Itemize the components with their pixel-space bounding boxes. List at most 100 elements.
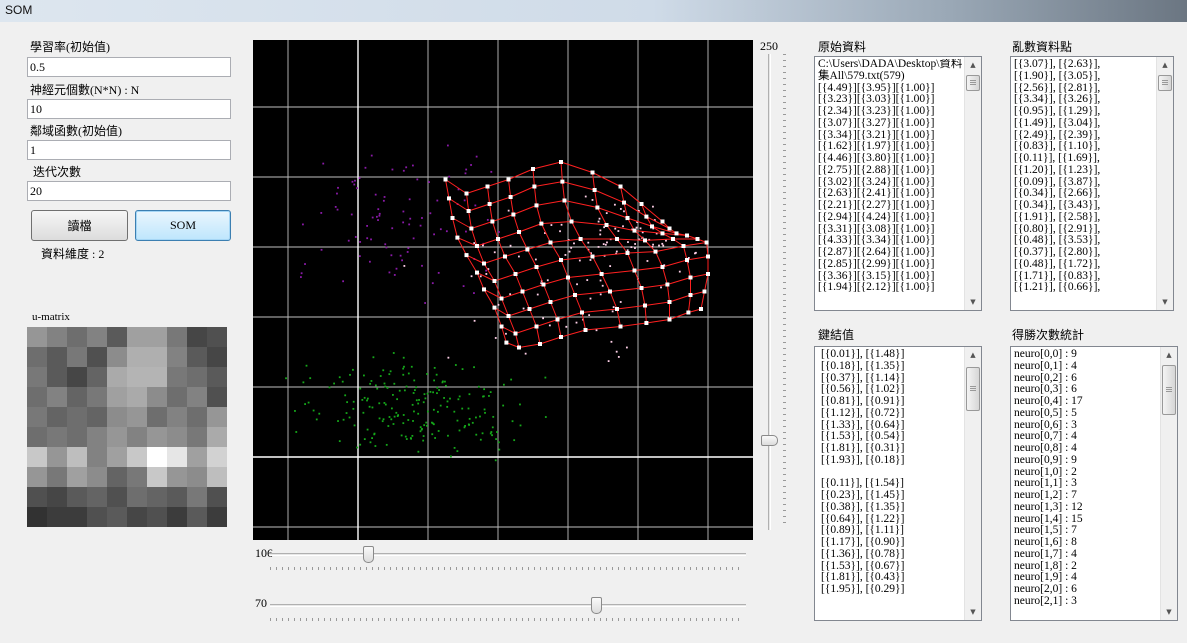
iterations-input[interactable] (27, 181, 231, 201)
list-item[interactable]: [{2.21}][{2.27}][{1.00}] (818, 199, 935, 211)
scroll-up-icon[interactable]: ▲ (970, 61, 976, 69)
list-item[interactable]: [{1.94}][{2.12}][{1.00}] (818, 281, 935, 294)
list-item[interactable]: [{1.33}], [{0.64}] (821, 418, 905, 431)
list-item[interactable]: [{2.94}][{4.24}][{1.00}] (818, 210, 935, 223)
list-item[interactable]: neuro[1,4] : 15 (1014, 512, 1083, 525)
list-item[interactable]: [{1.53}], [{0.54}] (821, 430, 905, 443)
list-item[interactable]: neuro[2,0] : 6 (1014, 583, 1077, 595)
list-item[interactable]: neuro[2,1] : 3 (1014, 594, 1077, 607)
list-item[interactable]: [{1.62}][{1.97}][{1.00}] (818, 140, 935, 153)
scroll-down-icon[interactable]: ▼ (970, 298, 976, 306)
horizontal-slider-1[interactable] (270, 544, 746, 566)
scroll-down-icon[interactable]: ▼ (1166, 608, 1172, 616)
list-item[interactable]: [{1.71}], [{0.83}], (1014, 269, 1101, 282)
list-item[interactable]: [{3.07}][{3.27}][{1.00}] (818, 116, 935, 129)
list-item[interactable]: C:\Users\DADA\Desktop\資料 (818, 59, 963, 70)
list-item[interactable]: neuro[1,2] : 7 (1014, 489, 1077, 501)
list-item[interactable]: neuro[0,2] : 6 (1014, 371, 1077, 384)
weights-list[interactable]: [{0.01}], [{1.48}] [{0.18}], [{1.35}] [{0.… (814, 346, 982, 621)
list-item[interactable]: [{3.07}], [{2.63}], (1014, 59, 1101, 70)
list-item[interactable]: [{0.95}], [{1.29}], (1014, 105, 1101, 117)
list-item[interactable]: [{2.63}][{2.41}][{1.00}] (818, 187, 935, 200)
learning-rate-input[interactable] (27, 57, 231, 77)
list-item[interactable]: [{2.87}][{2.64}][{1.00}] (818, 246, 935, 258)
weights-scroll-thumb[interactable] (966, 367, 980, 411)
shuffled-data-scroll-thumb[interactable] (1158, 75, 1172, 91)
shuffled-data-scrollbar[interactable]: ▲ ▼ (1156, 57, 1173, 310)
list-item[interactable]: [{0.01}], [{1.48}] (821, 349, 905, 360)
list-item[interactable]: [{3.31}][{3.08}][{1.00}] (818, 222, 935, 235)
vertical-slider-thumb[interactable] (761, 435, 778, 447)
list-item[interactable]: [{0.48}], [{3.53}], (1014, 234, 1101, 247)
list-item[interactable]: neuro[1,6] : 8 (1014, 536, 1077, 548)
list-item[interactable]: [{4.33}][{3.34}][{1.00}] (818, 234, 935, 247)
list-item[interactable]: [{1.17}], [{0.90}] (821, 536, 905, 548)
list-item[interactable]: [{1.95}], [{0.29}] (821, 583, 905, 595)
shuffled-data-list[interactable]: [{3.07}], [{2.63}], [{1.90}], [{3.05}],[{… (1010, 56, 1174, 311)
list-item[interactable]: neuro[0,4] : 17 (1014, 395, 1083, 407)
list-item[interactable]: neuro[0,6] : 3 (1014, 418, 1077, 431)
list-item[interactable]: [{2.85}][{2.99}][{1.00}] (818, 257, 935, 270)
list-item[interactable]: neuro[1,3] : 12 (1014, 500, 1083, 513)
list-item[interactable]: [{3.34}][{3.21}][{1.00}] (818, 128, 935, 141)
list-item[interactable]: [{2.34}][{3.23}][{1.00}] (818, 105, 935, 117)
list-item[interactable]: [{0.11}], [{1.54}] (821, 477, 904, 490)
raw-data-scrollbar[interactable]: ▲ ▼ (964, 57, 981, 310)
list-item[interactable]: [{1.20}], [{1.23}], (1014, 163, 1101, 176)
list-item[interactable]: [{1.81}], [{0.31}] (821, 442, 905, 454)
list-item[interactable]: [{1.90}], [{3.05}], (1014, 69, 1101, 82)
list-item[interactable]: neuro[1,8] : 2 (1014, 559, 1077, 572)
list-item[interactable]: [{1.93}], [{0.18}] (821, 453, 905, 466)
list-item[interactable]: neuro[0,5] : 5 (1014, 406, 1077, 419)
scroll-up-icon[interactable]: ▲ (1162, 61, 1168, 69)
weights-scrollbar[interactable]: ▲ ▼ (964, 347, 981, 620)
neuron-count-input[interactable] (27, 99, 231, 119)
list-item[interactable]: neuro[1,7] : 4 (1014, 547, 1077, 560)
list-item[interactable]: neuro[0,3] : 6 (1014, 383, 1077, 396)
list-item[interactable]: [{0.34}], [{2.66}], (1014, 187, 1101, 200)
list-item[interactable]: [{4.49}][{3.95}][{1.00}] (818, 81, 935, 94)
list-item[interactable]: neuro[1,1] : 3 (1014, 477, 1077, 490)
win-counts-scroll-thumb[interactable] (1162, 365, 1176, 415)
list-item[interactable]: [{0.56}], [{1.02}] (821, 383, 905, 396)
list-item[interactable]: neuro[0,1] : 4 (1014, 359, 1077, 372)
list-item[interactable]: [{1.91}], [{2.58}], (1014, 210, 1101, 223)
scroll-up-icon[interactable]: ▲ (970, 351, 976, 359)
read-file-button[interactable]: 讀檔 (31, 210, 128, 241)
list-item[interactable]: [{0.48}], [{1.72}], (1014, 257, 1101, 270)
scroll-down-icon[interactable]: ▼ (970, 608, 976, 616)
list-item[interactable]: [{4.46}][{3.80}][{1.00}] (818, 152, 935, 164)
horizontal-slider-2[interactable] (270, 595, 746, 617)
win-counts-list[interactable]: neuro[0,0] : 9 neuro[0,1] : 4 neuro[0,2] :… (1010, 346, 1178, 621)
list-item[interactable]: [{0.83}], [{1.10}], (1014, 140, 1101, 153)
list-item[interactable]: [{0.18}], [{1.35}] (821, 359, 905, 372)
som-button[interactable]: SOM (135, 210, 231, 241)
list-item[interactable]: [{3.02}][{3.24}][{1.00}] (818, 175, 935, 188)
list-item[interactable]: [{0.11}], [{1.69}], (1014, 152, 1100, 164)
list-item[interactable]: neuro[0,7] : 4 (1014, 430, 1077, 443)
list-item[interactable]: [{0.89}], [{1.11}] (821, 524, 904, 537)
list-item[interactable]: [{3.36}][{3.15}][{1.00}] (818, 269, 935, 282)
horizontal-slider-2-thumb[interactable] (590, 597, 602, 614)
list-item[interactable]: neuro[1,0] : 2 (1014, 465, 1077, 478)
list-item[interactable]: [{1.21}], [{0.66}], (1014, 281, 1101, 294)
list-item[interactable]: [{0.37}], [{2.80}], (1014, 246, 1101, 258)
list-item[interactable]: [{1.12}], [{0.72}] (821, 406, 905, 419)
list-item[interactable]: neuro[1,5] : 7 (1014, 524, 1077, 537)
raw-data-scroll-thumb[interactable] (966, 75, 980, 91)
list-item[interactable]: neuro[0,0] : 9 (1014, 349, 1077, 360)
list-item[interactable]: neuro[0,8] : 4 (1014, 442, 1077, 454)
neighborhood-input[interactable] (27, 140, 231, 160)
list-item[interactable]: [{0.81}], [{0.91}] (821, 395, 905, 407)
scroll-down-icon[interactable]: ▼ (1162, 298, 1168, 306)
list-item[interactable]: [{2.56}], [{2.81}], (1014, 81, 1101, 94)
list-item[interactable]: [{0.38}], [{1.35}] (821, 500, 905, 513)
list-item[interactable]: [{3.23}][{3.03}][{1.00}] (818, 93, 935, 106)
list-item[interactable]: [{2.75}][{2.88}][{1.00}] (818, 163, 935, 176)
vertical-slider[interactable] (759, 54, 781, 530)
raw-data-list[interactable]: C:\Users\DADA\Desktop\資料 集All\579.txt(579… (814, 56, 982, 311)
list-item[interactable]: 集All\579.txt(579) (818, 69, 905, 82)
list-item[interactable]: [{0.09}], [{3.87}], (1014, 175, 1101, 188)
scroll-up-icon[interactable]: ▲ (1166, 351, 1172, 359)
list-item[interactable]: [{0.80}], [{2.91}], (1014, 222, 1101, 235)
